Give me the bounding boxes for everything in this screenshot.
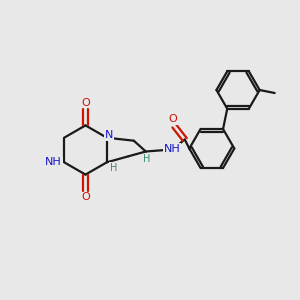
Text: NH: NH xyxy=(164,143,180,154)
Text: O: O xyxy=(168,114,177,124)
Text: H: H xyxy=(143,154,151,164)
Text: N: N xyxy=(105,130,113,140)
Text: H: H xyxy=(110,163,117,173)
Text: NH: NH xyxy=(45,157,62,167)
Text: O: O xyxy=(81,98,90,108)
Text: O: O xyxy=(81,192,90,202)
